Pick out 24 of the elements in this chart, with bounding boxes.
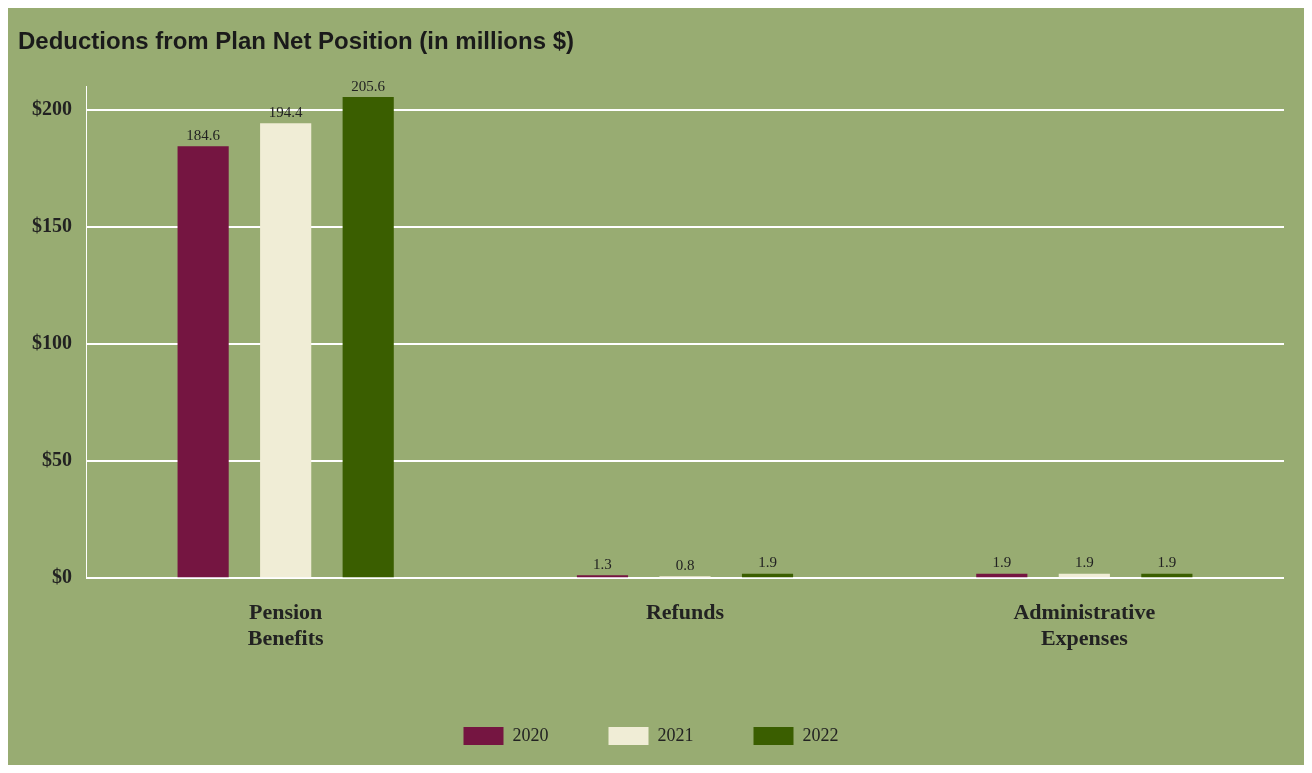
data-label: 0.8 — [675, 556, 695, 573]
y-tick-label: $100 — [32, 331, 72, 354]
data-label: 1.9 — [1074, 554, 1094, 571]
data-label: 1.9 — [1157, 554, 1177, 571]
y-tick-label: $0 — [52, 565, 72, 588]
x-tick-label: Pension Benefits — [247, 599, 324, 651]
data-label: 1.3 — [593, 555, 612, 572]
legend-label: 2021 — [657, 724, 694, 745]
data-label: 1.9 — [758, 554, 777, 571]
legend-label: 2020 — [512, 724, 549, 745]
bar — [576, 575, 629, 578]
x-tick-label: Refunds — [645, 599, 725, 625]
bar — [342, 97, 394, 578]
data-label: 205.6 — [351, 77, 386, 94]
x-tick-label: Administrative Expenses — [1013, 599, 1156, 651]
y-tick-label: $200 — [32, 97, 72, 120]
chart-title: Deductions from Plan Net Position (in millions $) — [18, 27, 575, 55]
bar — [177, 146, 229, 578]
bar — [260, 123, 312, 578]
data-label: 184.6 — [186, 126, 221, 143]
legend-label: 2022 — [802, 724, 839, 745]
y-tick-label: $50 — [42, 448, 72, 471]
data-label: 1.9 — [992, 554, 1012, 571]
y-tick-label: $150 — [32, 214, 72, 237]
